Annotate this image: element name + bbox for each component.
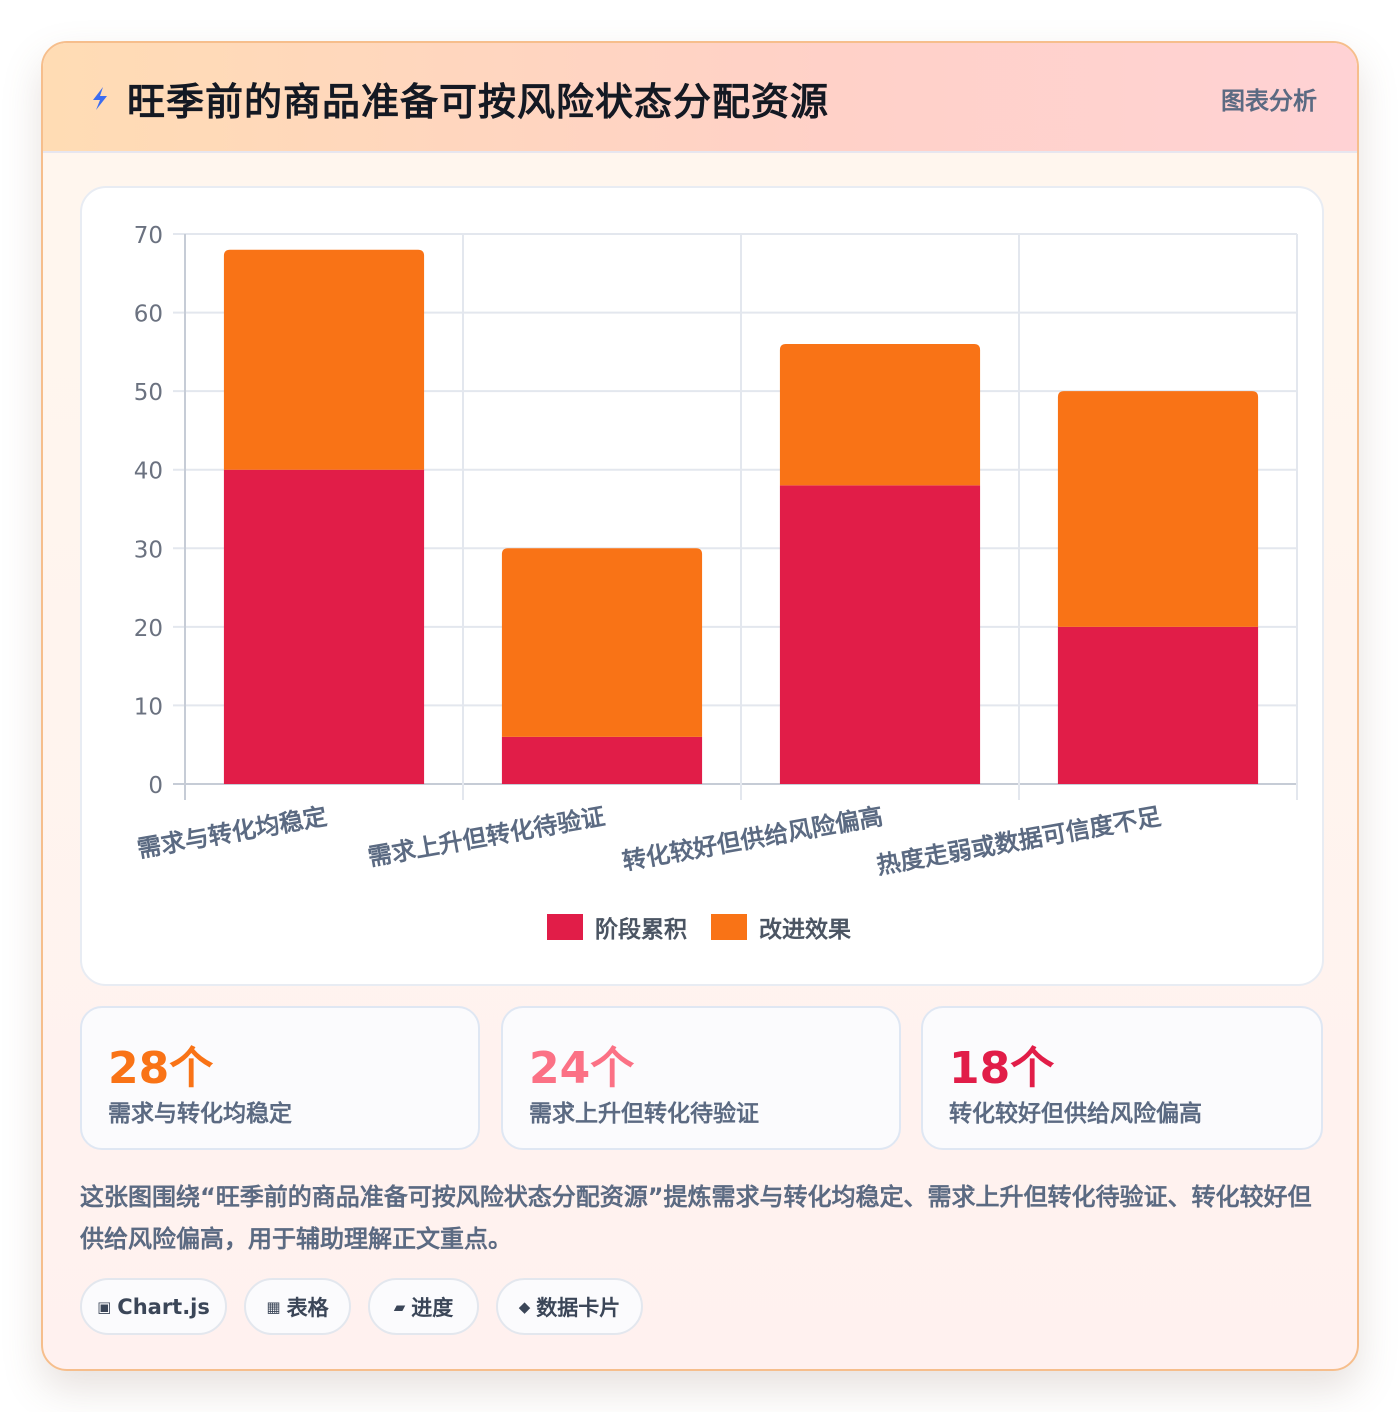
- chip-progress[interactable]: ▰ 进度: [368, 1278, 479, 1335]
- y-tick-label: 50: [134, 380, 163, 406]
- x-tick-label: 转化较好但供给风险偏高: [620, 802, 885, 875]
- chip-table[interactable]: ▦ 表格: [244, 1278, 351, 1335]
- lightning-icon: [93, 87, 107, 110]
- chart-panel: 0 10 20 30 40 50 60 70 需求与转化均稳定 需求上升但转化待验证 转化较好但供给…: [80, 186, 1324, 986]
- chart-description: 这张图围绕“旺季前的商品准备可按风险状态分配资源”提炼需求与转化均稳定、需求上升…: [80, 1183, 1312, 1253]
- stacked-bar-chart: 0 10 20 30 40 50 60 70 需求与转化均稳定 需求上升但转化待验证 转化较好但供给…: [134, 223, 1298, 943]
- stat-label: 需求上升但转化待验证: [529, 1101, 759, 1127]
- y-tick-label: 0: [148, 773, 163, 799]
- chip-chartjs[interactable]: ▣ Chart.js: [80, 1278, 227, 1335]
- diamond-icon: ◆: [518, 1297, 531, 1316]
- stat-card-3: 18个 转化较好但供给风险偏高: [921, 1006, 1323, 1150]
- table-icon: ▦: [266, 1297, 281, 1316]
- stat-label: 转化较好但供给风险偏高: [949, 1101, 1202, 1127]
- x-tick-label: 需求与转化均稳定: [135, 802, 329, 863]
- y-tick-label: 30: [134, 537, 163, 563]
- y-tick-label: 10: [134, 694, 163, 720]
- legend-label: 阶段累积: [595, 916, 687, 943]
- stat-value: 24个: [529, 1043, 635, 1094]
- chip-label: 数据卡片: [536, 1295, 621, 1320]
- bar-segment-1: [501, 736, 703, 784]
- x-tick-label: 热度走弱或数据可信度不足: [875, 802, 1163, 880]
- bar-segment-2: [779, 344, 981, 486]
- stat-card-1: 28个 需求与转化均稳定: [80, 1006, 480, 1150]
- page-title: 旺季前的商品准备可按风险状态分配资源: [127, 80, 830, 124]
- bar-segment-1: [779, 485, 981, 784]
- chart-card: 旺季前的商品准备可按风险状态分配资源 图表分析 0 10 20 30 40 50 60 70 需…: [41, 41, 1359, 1371]
- stat-value: 18个: [949, 1043, 1055, 1094]
- y-tick-label: 60: [134, 302, 163, 328]
- stat-value: 28个: [108, 1043, 214, 1094]
- chip-label: 进度: [411, 1295, 454, 1320]
- legend-swatch: [547, 914, 583, 940]
- y-tick-label: 40: [134, 459, 163, 485]
- y-tick-label: 20: [134, 616, 163, 642]
- legend-label: 改进效果: [759, 916, 851, 943]
- chart-analysis-tag: 图表分析: [1221, 87, 1317, 115]
- bar-segment-2: [223, 249, 425, 470]
- stat-label: 需求与转化均稳定: [108, 1101, 292, 1127]
- bar-segment-1: [223, 469, 425, 784]
- chart-icon: ▣: [97, 1297, 112, 1316]
- card-header: 旺季前的商品准备可按风险状态分配资源 图表分析: [43, 43, 1357, 153]
- bar-segment-2: [1057, 391, 1259, 627]
- bar-segment-1: [1057, 626, 1259, 784]
- y-tick-label: 70: [134, 223, 163, 249]
- chip-data-card[interactable]: ◆ 数据卡片: [496, 1278, 643, 1335]
- progress-icon: ▰: [393, 1297, 406, 1316]
- chip-label: Chart.js: [117, 1294, 210, 1319]
- bar-segment-2: [501, 548, 703, 737]
- legend-swatch: [711, 914, 747, 940]
- chip-label: 表格: [286, 1295, 329, 1320]
- stat-card-2: 24个 需求上升但转化待验证: [501, 1006, 901, 1150]
- x-tick-label: 需求上升但转化待验证: [366, 802, 607, 871]
